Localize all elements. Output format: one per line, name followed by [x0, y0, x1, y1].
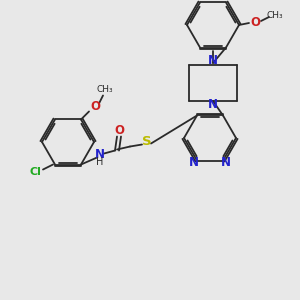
Text: H: H — [96, 157, 104, 166]
Text: O: O — [250, 16, 260, 28]
Text: N: N — [208, 98, 218, 112]
Text: N: N — [189, 156, 199, 169]
Text: N: N — [95, 148, 105, 161]
Text: S: S — [142, 135, 152, 148]
Text: N: N — [221, 156, 231, 169]
Text: N: N — [208, 55, 218, 68]
Text: Cl: Cl — [29, 167, 41, 176]
Text: O: O — [114, 124, 124, 137]
Text: CH₃: CH₃ — [97, 85, 113, 94]
Text: CH₃: CH₃ — [267, 11, 283, 20]
Text: O: O — [90, 100, 100, 113]
